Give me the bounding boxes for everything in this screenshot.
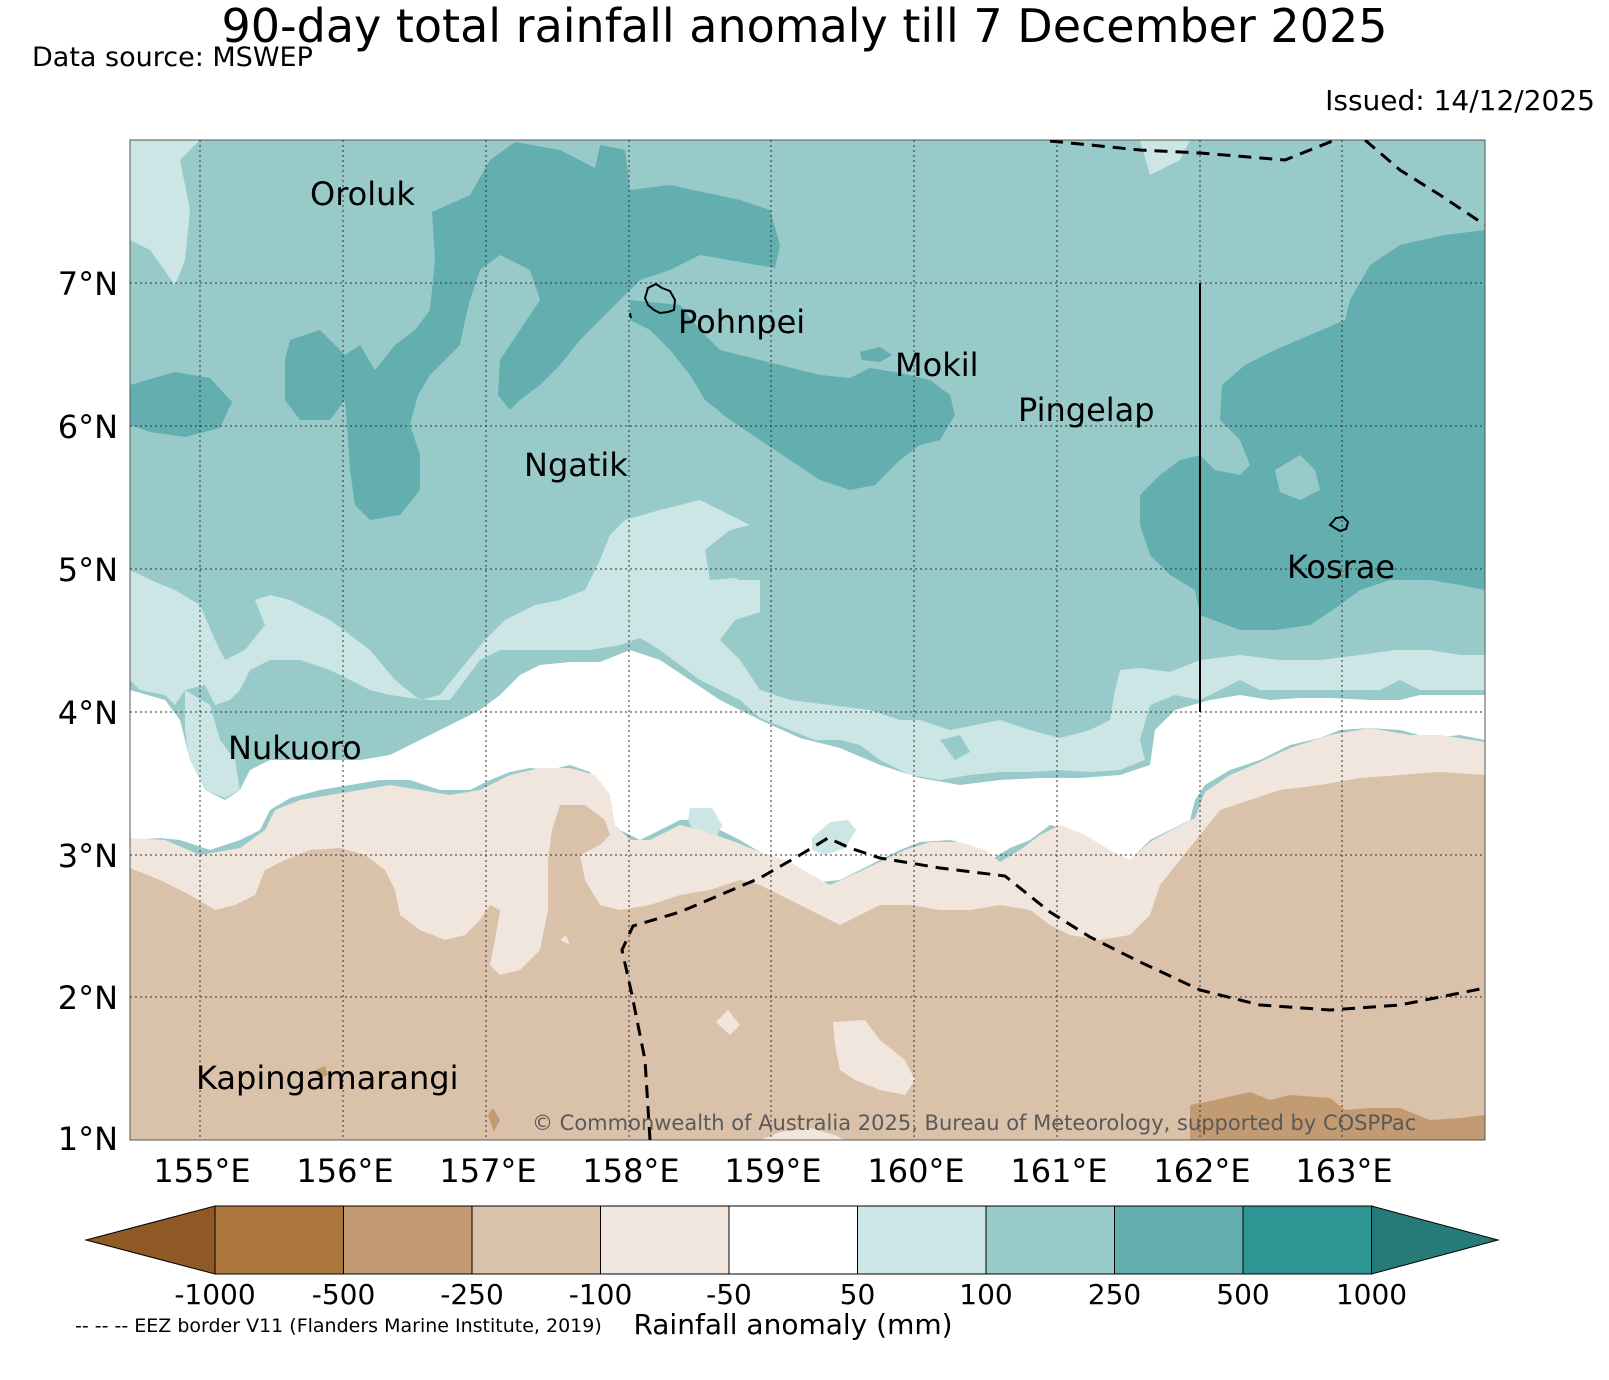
colorbar-bin-2 — [343, 1205, 473, 1275]
pohnpei-island — [643, 282, 677, 315]
kosrae-island — [1328, 515, 1350, 533]
colorbar-bin-8 — [1114, 1205, 1244, 1275]
colorbar-low-extend — [84, 1205, 216, 1275]
cb-tick-3: -250 — [440, 1278, 504, 1311]
copyright-notice: © Commonwealth of Australia 2025, Bureau… — [532, 1111, 1416, 1135]
cb-tick-1: -1000 — [174, 1278, 255, 1311]
lat-label-2n: 2°N — [58, 979, 118, 1017]
colorbar — [84, 1205, 1500, 1275]
pohnpei-islet — [629, 312, 632, 319]
eez-border — [620, 140, 1485, 1140]
colorbar-high-extend — [1371, 1205, 1500, 1275]
cb-tick-8: 250 — [1088, 1278, 1141, 1311]
lat-label-1n: 1°N — [58, 1120, 118, 1158]
cb-tick-4: -100 — [569, 1278, 633, 1311]
lon-label-155e: 155°E — [153, 1152, 250, 1190]
cb-tick-7: 100 — [959, 1278, 1012, 1311]
colorbar-label: Rainfall anomaly (mm) — [633, 1308, 952, 1341]
colorbar-bin-4 — [600, 1205, 730, 1275]
lon-label-160e: 160°E — [867, 1152, 964, 1190]
place-kapingamarangi: Kapingamarangi — [196, 1059, 458, 1097]
colorbar-bin-5 — [728, 1205, 858, 1275]
lon-label-156e: 156°E — [296, 1152, 393, 1190]
place-pingelap: Pingelap — [1018, 391, 1155, 429]
place-pohnpei: Pohnpei — [678, 303, 805, 341]
place-oroluk: Oroluk — [310, 175, 415, 213]
lon-label-159e: 159°E — [724, 1152, 821, 1190]
lat-label-3n: 3°N — [58, 837, 118, 875]
anomaly-field — [130, 140, 1485, 1140]
lon-label-161e: 161°E — [1010, 1152, 1107, 1190]
place-ngatik: Ngatik — [524, 446, 628, 484]
lon-label-157e: 157°E — [439, 1152, 536, 1190]
lat-label-4n: 4°N — [58, 694, 118, 732]
data-source: Data source: MSWEP — [32, 42, 313, 73]
cb-tick-5: -50 — [706, 1278, 752, 1311]
lat-label-7n: 7°N — [58, 265, 118, 303]
lat-label-5n: 5°N — [58, 551, 118, 589]
cb-tick-6: 50 — [840, 1278, 876, 1311]
eez-legend-note: -- -- -- EEZ border V11 (Flanders Marine… — [75, 1315, 602, 1337]
map-title: 90-day total rainfall anomaly till 7 Dec… — [221, 0, 1388, 53]
issued-date: Issued: 14/12/2025 — [1325, 84, 1595, 117]
colorbar-bin-9 — [1242, 1205, 1372, 1275]
lat-label-6n: 6°N — [58, 408, 118, 446]
colorbar-bin-6 — [857, 1205, 987, 1275]
cb-tick-9: 500 — [1216, 1278, 1269, 1311]
cb-tick-2: -500 — [312, 1278, 376, 1311]
place-mokil: Mokil — [895, 346, 979, 384]
colorbar-bin-3 — [471, 1205, 601, 1275]
cb-tick-10: 1000 — [1336, 1278, 1407, 1311]
island-outlines — [629, 282, 1350, 533]
lon-label-163e: 163°E — [1295, 1152, 1392, 1190]
colorbar-bin-7 — [985, 1205, 1115, 1275]
place-nukuoro: Nukuoro — [228, 729, 362, 767]
lon-label-158e: 158°E — [582, 1152, 679, 1190]
place-kosrae: Kosrae — [1287, 548, 1395, 586]
lon-label-162e: 162°E — [1153, 1152, 1250, 1190]
colorbar-bin-1 — [214, 1205, 344, 1275]
